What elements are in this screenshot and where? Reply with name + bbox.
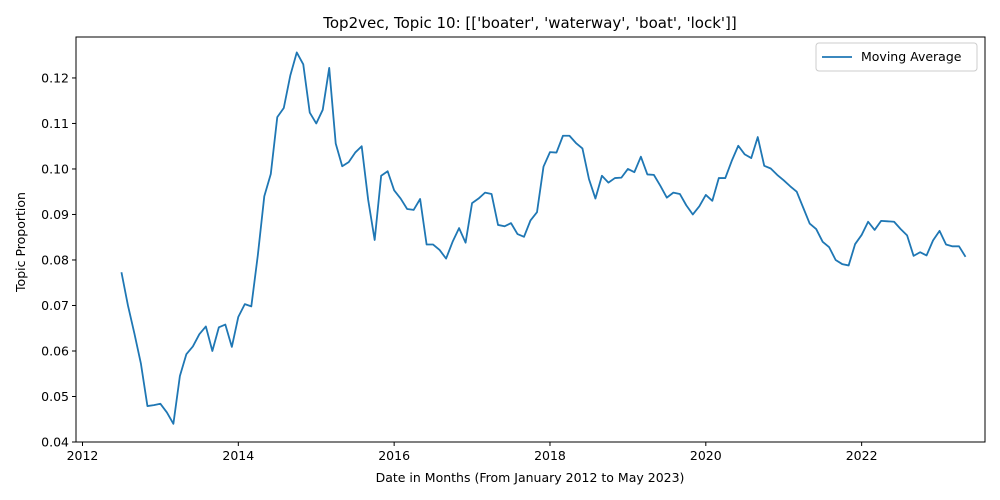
y-tick-label: 0.07 [41,298,69,313]
x-tick-label: 2014 [222,448,254,463]
y-axis-title: Topic Proportion [13,192,28,293]
x-tick-label: 2018 [534,448,566,463]
x-tick-label: 2012 [67,448,99,463]
y-tick-label: 0.11 [41,116,69,131]
plot-area: 2012 2014 2016 2018 2020 2022 0.04 0.05 0.06 0.07… [41,36,986,463]
series-line-moving-average [120,51,967,425]
y-tick-label: 0.05 [41,389,69,404]
legend-label: Moving Average [861,49,962,64]
y-tick-label: 0.04 [41,435,69,450]
legend: Moving Average [815,42,978,72]
y-tick-label: 0.12 [41,70,69,85]
axes-frame [75,36,986,443]
y-tick-label: 0.09 [41,207,69,222]
chart-title: Top2vec, Topic 10: [['boater', 'waterway… [322,14,736,32]
y-tick-label: 0.10 [41,161,69,176]
legend-box [815,42,978,72]
x-tick-label: 2020 [690,448,722,463]
y-tick-label: 0.08 [41,252,69,267]
x-tick-label: 2022 [846,448,878,463]
x-axis-title: Date in Months (From January 2012 to May… [376,470,685,485]
x-tick-label: 2016 [378,448,410,463]
y-tick-label: 0.06 [41,343,69,358]
